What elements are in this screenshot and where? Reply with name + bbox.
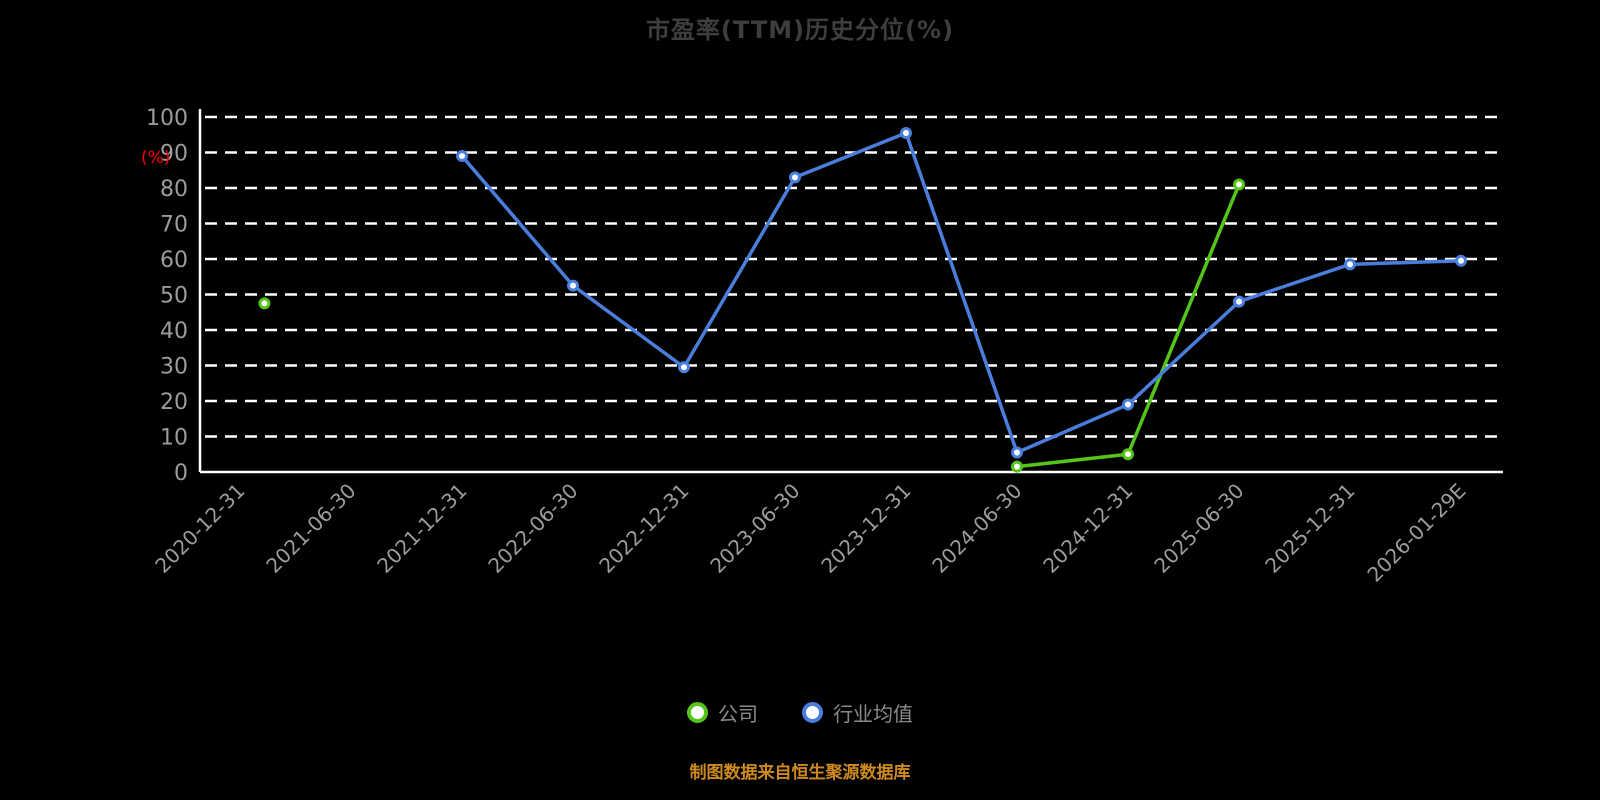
company-data-point (1122, 448, 1134, 461)
y-tick-label: 20 (160, 390, 188, 415)
y-tick-label: 40 (160, 319, 188, 344)
company-data-point (1011, 460, 1023, 473)
y-tick-label: 10 (160, 426, 188, 451)
y-tick-label: 0 (174, 461, 188, 486)
x-tick-label: 2026-01-29E (1362, 479, 1470, 587)
industry-avg-data-point (1233, 295, 1245, 308)
legend-label: 公司 (718, 702, 758, 726)
x-tick-label: 2021-06-30 (261, 479, 360, 578)
x-tick-label: 2022-12-31 (594, 479, 693, 578)
x-tick-label: 2025-06-30 (1149, 479, 1248, 578)
x-tick-label: 2022-06-30 (483, 479, 582, 578)
company-data-point (258, 297, 271, 310)
x-tick-label: 2025-12-31 (1260, 479, 1359, 578)
legend-item-company[interactable]: 公司 (687, 698, 758, 727)
industry-avg-data-point (567, 279, 579, 292)
y-tick-label: 100 (146, 106, 188, 131)
industry-avg-data-point (789, 171, 801, 184)
legend-marker-icon (687, 702, 708, 723)
industry-avg-data-point (1344, 258, 1356, 271)
y-tick-label: 30 (160, 355, 188, 380)
y-tick-label: 70 (160, 213, 188, 238)
industry-avg-data-point (1011, 446, 1023, 459)
industry-avg-data-point (1122, 398, 1134, 411)
data-source-note: 制图数据来自恒生聚源数据库 (689, 763, 911, 783)
x-tick-label: 2023-12-31 (816, 479, 915, 578)
industry-avg-data-point (678, 361, 690, 374)
y-tick-label: 80 (160, 177, 188, 202)
industry-avg-series-line (460, 131, 1463, 455)
y-tick-label: 60 (160, 248, 188, 273)
chart-legend: 公司 行业均值 (0, 698, 1600, 727)
industry-avg-data-point (1455, 254, 1467, 267)
chart-title: 市盈率(TTM)历史分位(%) (645, 16, 955, 44)
y-tick-label: 90 (160, 142, 188, 167)
x-tick-label: 2021-12-31 (372, 479, 471, 578)
legend-marker-icon (802, 702, 823, 723)
legend-label: 行业均值 (833, 702, 913, 726)
x-tick-label: 2024-12-31 (1038, 479, 1137, 578)
y-axis-unit-label: (%) (141, 148, 170, 168)
y-tick-label: 50 (160, 284, 188, 309)
legend-item-industry-avg[interactable]: 行业均值 (802, 698, 913, 727)
x-tick-label: 2023-06-30 (705, 479, 804, 578)
x-tick-label: 2024-06-30 (927, 479, 1026, 578)
company-data-point (1233, 178, 1245, 191)
company-series-line (1015, 182, 1241, 469)
x-tick-label: 2020-12-31 (150, 479, 249, 578)
industry-avg-data-point (456, 150, 468, 163)
industry-avg-data-point (900, 126, 912, 139)
